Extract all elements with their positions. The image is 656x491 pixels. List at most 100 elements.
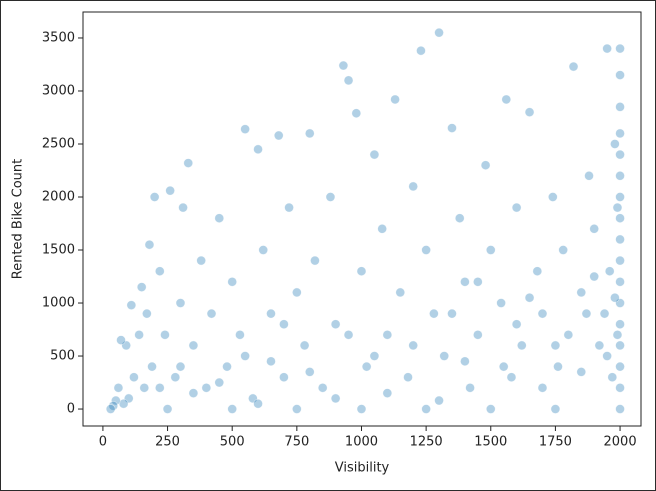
- point: [511, 202, 522, 213]
- y-tick-label: 2500: [42, 136, 75, 151]
- point: [553, 361, 563, 372]
- point: [240, 351, 250, 361]
- point: [516, 340, 527, 351]
- point: [615, 319, 625, 330]
- y-tick-label: 0: [67, 402, 75, 417]
- point: [343, 75, 354, 86]
- point: [183, 158, 194, 168]
- point: [563, 330, 574, 340]
- x-tick-label: 250: [155, 435, 180, 450]
- point: [615, 128, 625, 139]
- point: [149, 192, 160, 202]
- point: [615, 192, 625, 202]
- point: [465, 383, 475, 393]
- point: [485, 404, 496, 414]
- point: [568, 61, 579, 72]
- point: [594, 340, 605, 351]
- point: [304, 128, 315, 139]
- point: [615, 43, 625, 54]
- point: [615, 170, 625, 181]
- point: [599, 308, 610, 319]
- x-axis-label: Visibility: [335, 461, 390, 476]
- point: [434, 27, 444, 38]
- point: [615, 149, 625, 160]
- y-tick-label: 1000: [42, 296, 75, 311]
- point: [266, 356, 276, 367]
- point: [382, 388, 393, 398]
- point: [604, 266, 615, 277]
- point: [361, 361, 372, 372]
- point: [382, 330, 393, 340]
- x-tick-label: 1000: [345, 435, 378, 450]
- point: [253, 144, 263, 155]
- point: [292, 287, 302, 298]
- point: [589, 224, 599, 234]
- x-tick-label: 750: [284, 435, 309, 450]
- point: [222, 361, 232, 372]
- point: [550, 340, 561, 351]
- point: [615, 277, 625, 287]
- point: [584, 170, 594, 181]
- point: [258, 245, 269, 255]
- x-tick-label: 500: [220, 435, 245, 450]
- point: [154, 383, 165, 393]
- y-tick-label: 2000: [42, 190, 75, 205]
- point: [390, 94, 400, 105]
- x-tick-label: 1500: [474, 435, 507, 450]
- point: [338, 60, 349, 71]
- point: [501, 94, 512, 105]
- point: [196, 255, 206, 266]
- point: [142, 308, 152, 319]
- point: [356, 404, 367, 414]
- point: [460, 356, 470, 367]
- point: [126, 300, 137, 310]
- point: [615, 213, 625, 224]
- point: [511, 319, 522, 330]
- point: [615, 361, 625, 372]
- point: [330, 393, 341, 404]
- point: [170, 372, 181, 383]
- point: [615, 340, 625, 351]
- point: [139, 383, 150, 393]
- point: [612, 202, 623, 213]
- point: [498, 361, 509, 372]
- point: [610, 292, 620, 303]
- point: [214, 213, 225, 224]
- y-tick-label: 3000: [42, 83, 75, 98]
- point: [136, 282, 147, 292]
- point: [304, 367, 315, 377]
- point: [473, 330, 483, 340]
- point: [537, 308, 548, 319]
- point: [416, 45, 426, 56]
- point: [615, 404, 625, 414]
- point: [310, 255, 320, 266]
- point: [615, 383, 625, 393]
- point: [284, 202, 294, 213]
- point: [473, 277, 483, 287]
- y-axis-label: Rented Bike Count: [11, 159, 26, 280]
- x-tick-label: 1750: [539, 435, 572, 450]
- point: [581, 308, 592, 319]
- y-tick-label: 500: [50, 349, 75, 364]
- point: [403, 372, 413, 383]
- point: [134, 330, 144, 340]
- point: [615, 255, 625, 266]
- x-tick-label: 2000: [604, 435, 637, 450]
- point: [369, 351, 380, 361]
- point: [108, 401, 119, 411]
- point: [429, 308, 439, 319]
- point: [235, 330, 245, 340]
- point: [266, 308, 276, 319]
- point: [201, 383, 212, 393]
- point: [147, 361, 157, 372]
- point: [206, 308, 217, 319]
- point: [188, 340, 199, 351]
- point: [113, 383, 124, 393]
- x-tick-label: 0: [99, 435, 107, 450]
- point: [162, 404, 173, 414]
- point: [610, 139, 620, 149]
- point: [175, 361, 186, 372]
- point: [506, 372, 517, 383]
- point: [421, 245, 431, 255]
